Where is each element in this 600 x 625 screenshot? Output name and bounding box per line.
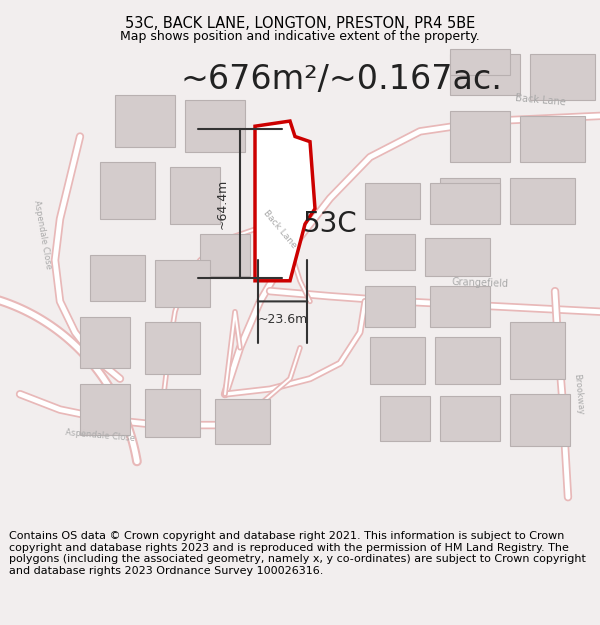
Polygon shape	[145, 322, 200, 374]
Text: 53C: 53C	[302, 210, 358, 238]
Polygon shape	[115, 95, 175, 147]
Text: Aspendale Close: Aspendale Close	[65, 428, 135, 443]
Polygon shape	[440, 177, 500, 219]
Polygon shape	[365, 286, 415, 327]
Polygon shape	[510, 177, 575, 224]
Text: Back Lane: Back Lane	[514, 93, 566, 108]
Polygon shape	[80, 317, 130, 368]
Polygon shape	[430, 183, 500, 224]
Polygon shape	[80, 384, 130, 436]
Polygon shape	[215, 399, 270, 444]
Polygon shape	[520, 116, 585, 162]
Polygon shape	[200, 234, 250, 276]
Polygon shape	[100, 162, 155, 219]
Text: Back Lane: Back Lane	[262, 209, 298, 250]
Text: ~64.4m: ~64.4m	[215, 178, 229, 229]
Polygon shape	[380, 396, 430, 441]
Polygon shape	[185, 101, 245, 152]
Text: Contains OS data © Crown copyright and database right 2021. This information is : Contains OS data © Crown copyright and d…	[9, 531, 586, 576]
Text: ~676m²/~0.167ac.: ~676m²/~0.167ac.	[180, 63, 502, 96]
Polygon shape	[365, 234, 415, 271]
Polygon shape	[90, 255, 145, 301]
Polygon shape	[510, 394, 570, 446]
Polygon shape	[170, 168, 220, 224]
Polygon shape	[365, 183, 420, 219]
Polygon shape	[155, 260, 210, 306]
Polygon shape	[530, 54, 595, 101]
Text: 53C, BACK LANE, LONGTON, PRESTON, PR4 5BE: 53C, BACK LANE, LONGTON, PRESTON, PR4 5B…	[125, 16, 475, 31]
Polygon shape	[450, 111, 510, 162]
Text: ~23.6m: ~23.6m	[257, 314, 308, 326]
Polygon shape	[425, 238, 490, 276]
Text: Brookway: Brookway	[572, 373, 584, 415]
Text: Grangefield: Grangefield	[451, 277, 509, 289]
Text: Aspendale Close: Aspendale Close	[32, 199, 52, 269]
Polygon shape	[440, 396, 500, 441]
Polygon shape	[450, 54, 520, 95]
Text: Map shows position and indicative extent of the property.: Map shows position and indicative extent…	[120, 30, 480, 42]
Polygon shape	[450, 49, 510, 74]
Polygon shape	[370, 338, 425, 384]
Polygon shape	[255, 121, 315, 281]
Polygon shape	[430, 286, 490, 327]
Polygon shape	[435, 338, 500, 384]
Polygon shape	[510, 322, 565, 379]
Polygon shape	[145, 389, 200, 438]
